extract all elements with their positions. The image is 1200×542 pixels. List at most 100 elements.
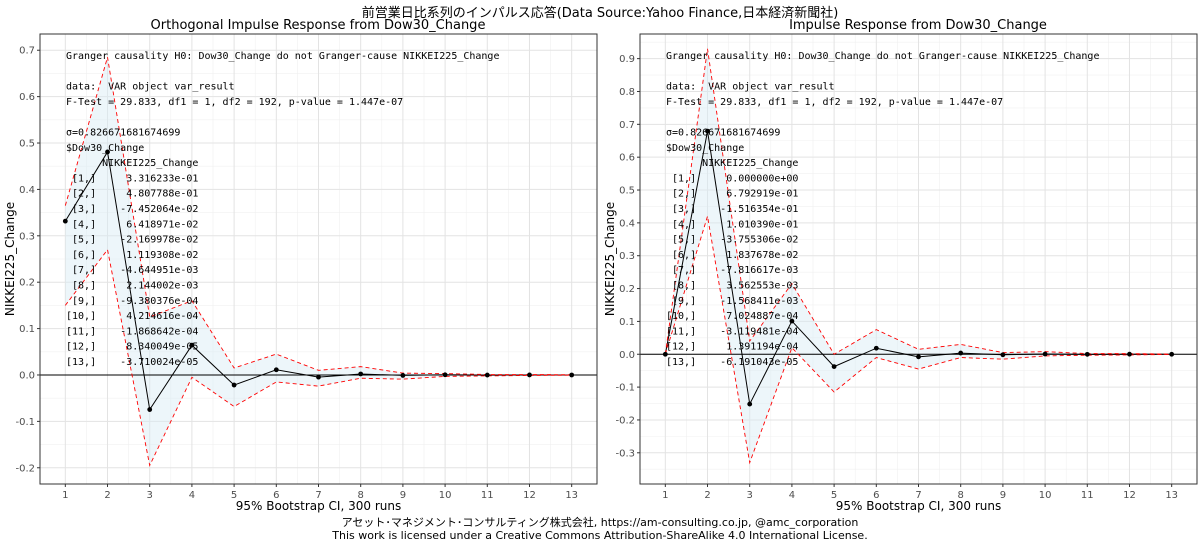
annotation-line: F-Test = 29.833, df1 = 1, df2 = 192, p-v… <box>66 97 403 108</box>
annotation-line: [4,] 6.418971e-02 <box>66 219 198 230</box>
footer-credit: アセット･マネジメント･コンサルティング株式会社, https://am-con… <box>341 516 859 529</box>
annotation-line: F-Test = 29.833, df1 = 1, df2 = 192, p-v… <box>666 97 1003 108</box>
x-tick-label: 8 <box>358 490 364 501</box>
annotation-line: [7,] -7.816617e-03 <box>666 265 798 276</box>
y-tick-label: 0.7 <box>619 120 635 131</box>
x-tick-label: 10 <box>1039 490 1052 501</box>
x-tick-label: 7 <box>315 490 321 501</box>
y-tick-label: 0.8 <box>619 87 635 98</box>
irf-point <box>231 382 237 388</box>
y-tick-label: 0.1 <box>19 324 35 335</box>
y-tick-label: -0.1 <box>15 417 35 428</box>
x-tick-label: 12 <box>523 490 536 501</box>
y-tick-label: 0.1 <box>619 317 635 328</box>
y-tick-label: -0.2 <box>615 415 635 426</box>
y-tick-label: 0.2 <box>19 278 35 289</box>
irf-point <box>527 372 532 378</box>
irf-point <box>747 401 753 407</box>
annotation-line: [1,] 0.000000e+00 <box>666 173 798 184</box>
ci-lower-line <box>664 216 1172 465</box>
y-tick-label: 0.3 <box>619 251 635 262</box>
y-tick-label: -0.1 <box>615 383 635 394</box>
y-tick-label: 0.6 <box>19 92 35 103</box>
irf-point <box>316 374 321 380</box>
x-tick-label: 6 <box>873 490 879 501</box>
y-tick-label: 0.7 <box>19 46 35 57</box>
irf-point <box>1084 351 1090 357</box>
y-tick-label: 0.0 <box>19 370 35 381</box>
ci-band <box>65 57 572 466</box>
x-tick-label: 13 <box>565 490 578 501</box>
x-axis-label: 95% Bootstrap CI, 300 runs <box>236 499 401 513</box>
annotation-line: σ=0.826671681674699 <box>66 128 180 139</box>
annotation-line: [13,] -3.710024e-05 <box>66 357 198 368</box>
panel-1: Granger causality H0: Dow30_Change do no… <box>3 18 598 513</box>
y-axis-label: NIKKEI225_Change <box>603 202 617 316</box>
irf-point <box>958 350 964 356</box>
annotation-line: Granger causality H0: Dow30_Change do no… <box>66 51 499 62</box>
y-tick-label: -0.3 <box>615 448 635 459</box>
x-tick-label: 5 <box>231 490 237 501</box>
irf-point <box>789 318 795 324</box>
irf-point <box>1000 352 1006 358</box>
x-tick-label: 1 <box>662 490 668 501</box>
annotation-line: [2,] 6.792919e-01 <box>666 189 798 200</box>
main-title: 前営業日比系列のインパルス応答(Data Source:Yahoo Financ… <box>361 6 839 21</box>
irf-point <box>705 128 710 134</box>
irf-point <box>873 345 879 351</box>
irf-point <box>569 372 575 378</box>
irf-point <box>1127 351 1132 357</box>
y-tick-label: 0.6 <box>619 153 635 164</box>
annotation-line: [12,] 8.340049e-05 <box>66 342 198 353</box>
annotation-line: [6,] 1.119308e-02 <box>66 250 198 261</box>
x-tick-label: 3 <box>747 490 753 501</box>
x-tick-label: 2 <box>704 490 710 501</box>
y-tick-label: 0.4 <box>19 185 35 196</box>
annotation-line: [8,] 3.562553e-03 <box>666 281 798 292</box>
irf-point <box>442 372 448 378</box>
y-tick-label: 0.4 <box>619 218 635 229</box>
irf-point <box>662 351 668 357</box>
annotation-line: [9,] -1.568411e-03 <box>666 296 798 307</box>
panel-title: Orthogonal Impulse Response from Dow30_C… <box>151 18 486 33</box>
annotation-line: [10,] 4.214616e-04 <box>66 311 198 322</box>
x-tick-label: 10 <box>439 490 452 501</box>
annotation-line: [11,] -3.119481e-04 <box>666 326 798 337</box>
y-tick-label: 0.5 <box>619 186 635 197</box>
y-tick-label: 0.3 <box>19 231 35 242</box>
annotation-line: σ=0.826671681674699 <box>666 128 780 139</box>
x-tick-label: 4 <box>789 490 795 501</box>
y-axis-label: NIKKEI225_Change <box>3 202 17 316</box>
annotation-line: [12,] 1.391194e-04 <box>666 342 798 353</box>
annotation-line: NIKKEI225_Change <box>666 158 798 169</box>
y-tick-label: 0.2 <box>619 284 635 295</box>
panel-2: Granger causality H0: Dow30_Change do no… <box>603 18 1198 513</box>
footer-license: This work is licensed under a Creative C… <box>332 529 868 542</box>
annotation-line: [13,] -6.191043e-05 <box>666 357 798 368</box>
x-tick-label: 9 <box>1000 490 1006 501</box>
annotation-line: [11,] -1.868642e-04 <box>66 326 198 337</box>
x-tick-label: 7 <box>915 490 921 501</box>
x-tick-label: 11 <box>481 490 494 501</box>
annotation-line: [10,] 7.024887e-04 <box>666 311 798 322</box>
irf-point <box>105 149 110 155</box>
y-tick-label: 0.0 <box>619 350 635 361</box>
annotation-line: [9,] -9.380376e-04 <box>66 296 198 307</box>
annotation-line: [8,] 2.144002e-03 <box>66 281 198 292</box>
irf-point <box>400 373 406 378</box>
x-tick-label: 5 <box>831 490 837 501</box>
annotation-line: [3,] -1.516354e-01 <box>666 204 798 215</box>
annotation-line: NIKKEI225_Change <box>66 158 198 169</box>
irf-point <box>831 364 837 369</box>
irf-point <box>484 372 490 378</box>
annotation-line: [5,] -2.169978e-02 <box>66 235 198 246</box>
x-tick-label: 1 <box>62 490 68 501</box>
annotation-line: $Dow30_Change <box>666 143 744 154</box>
panel-title: Impulse Response from Dow30_Change <box>789 18 1047 33</box>
irf-point <box>189 342 195 348</box>
annotation-line: Granger causality H0: Dow30_Change do no… <box>666 51 1099 62</box>
annotation-line: [4,] 1.010390e-01 <box>666 219 798 230</box>
x-tick-label: 6 <box>273 490 279 501</box>
irf-point <box>62 218 68 224</box>
